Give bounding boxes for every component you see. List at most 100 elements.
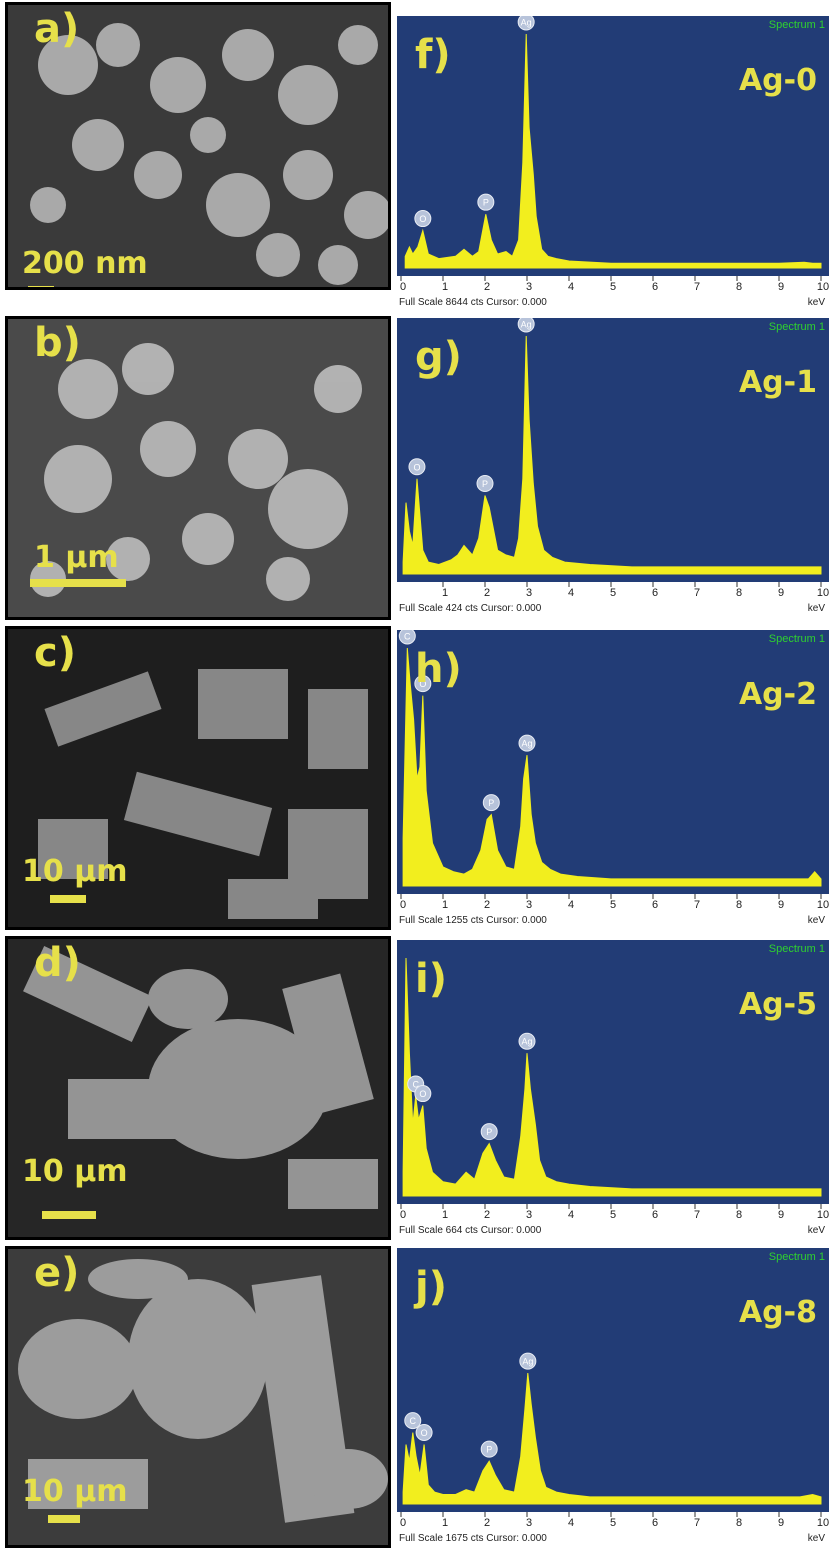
x-tick-label: 2: [484, 899, 490, 911]
sample-label: Ag-1: [739, 365, 817, 400]
x-tick-label: 8: [736, 1209, 742, 1221]
x-tick-label: 5: [610, 587, 616, 599]
axis-strip: [397, 582, 829, 618]
peak-marker: [482, 794, 500, 812]
x-tick-label: 0: [400, 1517, 406, 1529]
peak-label: O: [419, 214, 426, 224]
scale-bar-text: 10 µm: [22, 1474, 128, 1509]
x-tick-label: 5: [610, 1209, 616, 1221]
x-tick-label: 6: [652, 1517, 658, 1529]
panel-label: d): [34, 940, 81, 986]
panel-label: b): [34, 320, 81, 366]
peak-label: Ag: [522, 1357, 533, 1367]
spectrum-series: [402, 1373, 822, 1505]
peak-marker: [404, 1412, 422, 1430]
x-tick-label: 10: [817, 281, 829, 293]
peak-label: O: [421, 1428, 428, 1438]
spectrum-name: Spectrum 1: [769, 1251, 825, 1263]
peak-label: Ag: [521, 1037, 532, 1047]
sem-panel-c: c) 10 µm: [5, 626, 391, 930]
panel-label: g): [415, 334, 462, 380]
peak-label: C: [404, 632, 411, 642]
x-unit-label: keV: [808, 297, 826, 308]
axis-strip: [397, 1512, 829, 1548]
x-tick-label: 5: [610, 899, 616, 911]
sample-label: Ag-5: [739, 987, 817, 1022]
scale-bar: [28, 286, 54, 287]
x-tick-label: 6: [652, 899, 658, 911]
scale-bar-text: 200 nm: [22, 246, 148, 281]
scale-bar-text: 1 µm: [34, 540, 119, 575]
footer-label: Full Scale 1675 cts Cursor: 0.000: [399, 1533, 547, 1544]
footer-label: Full Scale 424 cts Cursor: 0.000: [399, 603, 542, 614]
sem-panel-e: e) 10 µm: [5, 1246, 391, 1548]
peak-marker: [408, 458, 426, 476]
x-tick-label: 5: [610, 281, 616, 293]
scale-bar: [50, 895, 86, 903]
x-tick-label: 7: [694, 587, 700, 599]
x-tick-label: 10: [817, 587, 829, 599]
x-tick-label: 9: [778, 899, 784, 911]
peak-marker: [476, 474, 494, 492]
sem-panel-a: a) 200 nm: [5, 2, 391, 290]
x-tick-label: 0: [400, 1209, 406, 1221]
x-tick-label: 7: [694, 1517, 700, 1529]
peak-marker: [517, 318, 535, 333]
plot-area: [397, 1248, 829, 1512]
peak-marker: [414, 675, 432, 693]
x-tick-label: 3: [526, 1209, 532, 1221]
axis-strip: [397, 1204, 829, 1240]
plot-area: [397, 940, 829, 1204]
x-tick-label: 8: [736, 587, 742, 599]
sample-label: Ag-2: [739, 677, 817, 712]
peak-marker: [398, 630, 416, 645]
panel-label: h): [415, 646, 462, 692]
x-tick-label: 4: [568, 1209, 574, 1221]
x-tick-label: 3: [526, 1517, 532, 1529]
x-tick-label: 8: [736, 899, 742, 911]
eds-panel-f: O P Ag 0 1 2 3 4 5 6 7 8 9 10 Full Scale 8644 cts Curs…: [397, 16, 829, 312]
plot-area: [397, 318, 829, 582]
x-tick-label: 1: [442, 899, 448, 911]
x-tick-label: 2: [484, 1517, 490, 1529]
x-tick-label: 4: [568, 1517, 574, 1529]
peak-marker: [519, 1352, 537, 1370]
x-tick-label: 9: [778, 587, 784, 599]
sem-panel-d: d) 10 µm: [5, 936, 391, 1240]
footer-label: Full Scale 1255 cts Cursor: 0.000: [399, 915, 547, 926]
x-tick-label: 8: [736, 281, 742, 293]
x-tick-label: 2: [484, 281, 490, 293]
x-tick-label: 1: [442, 1517, 448, 1529]
x-unit-label: keV: [808, 915, 826, 926]
x-tick-label: 9: [778, 1517, 784, 1529]
peak-label: P: [483, 198, 489, 208]
x-tick-label: 6: [652, 281, 658, 293]
eds-panel-i: C O P Ag 0 1 2 3 4 5 6 7 8 9 10 Full Scale 664 cts Curs…: [397, 940, 829, 1240]
eds-spectrum-chart: C O P Ag 0 1 2 3 4 5 6 7 8 9 10 Full Scale 1255 cts Cur…: [397, 630, 829, 930]
peak-label: Ag: [521, 18, 532, 28]
x-tick-label: 7: [694, 1209, 700, 1221]
x-tick-label: 10: [817, 1517, 829, 1529]
panel-label: i): [415, 956, 447, 1002]
peak-label: P: [482, 479, 488, 489]
sample-label: Ag-8: [739, 1295, 817, 1330]
x-tick-label: 4: [568, 281, 574, 293]
scale-bar: [48, 1515, 80, 1523]
x-tick-label: 0: [400, 899, 406, 911]
eds-spectrum-chart: CO P Ag 0 1 2 3 4 5 6 7 8 9 10 Full Scale 1675 cts Cur…: [397, 1248, 829, 1548]
eds-spectrum-chart: O P Ag 1 2 3 4 5 6 7 8 9 10 Full Scale 424 cts Cursor…: [397, 318, 829, 618]
x-tick-label: 4: [568, 899, 574, 911]
peak-marker: [518, 1032, 536, 1050]
spectrum-name: Spectrum 1: [769, 943, 825, 955]
x-tick-label: 7: [694, 281, 700, 293]
sem-micrograph-image: [8, 1249, 388, 1545]
x-tick-label: 1: [442, 281, 448, 293]
x-tick-label: 3: [526, 899, 532, 911]
x-tick-label: 8: [736, 1517, 742, 1529]
sem-micrograph-image: [8, 5, 388, 287]
x-tick-label: 10: [817, 1209, 829, 1221]
panel-label: j): [413, 1264, 447, 1310]
spectrum-series: [402, 957, 822, 1197]
peak-marker: [480, 1123, 498, 1141]
x-tick-label: 2: [484, 1209, 490, 1221]
